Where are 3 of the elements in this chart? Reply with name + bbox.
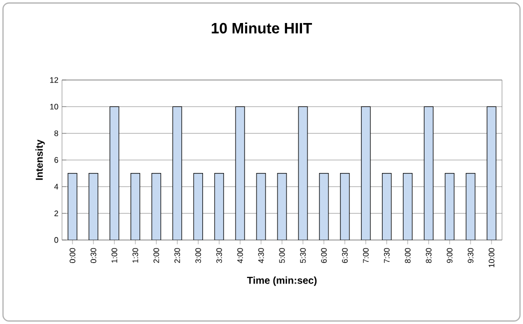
- y-axis-title: Intensity: [35, 140, 45, 180]
- chart-title: 10 Minute HIIT: [212, 22, 312, 34]
- x-axis-title: Time (min:sec): [247, 276, 317, 286]
